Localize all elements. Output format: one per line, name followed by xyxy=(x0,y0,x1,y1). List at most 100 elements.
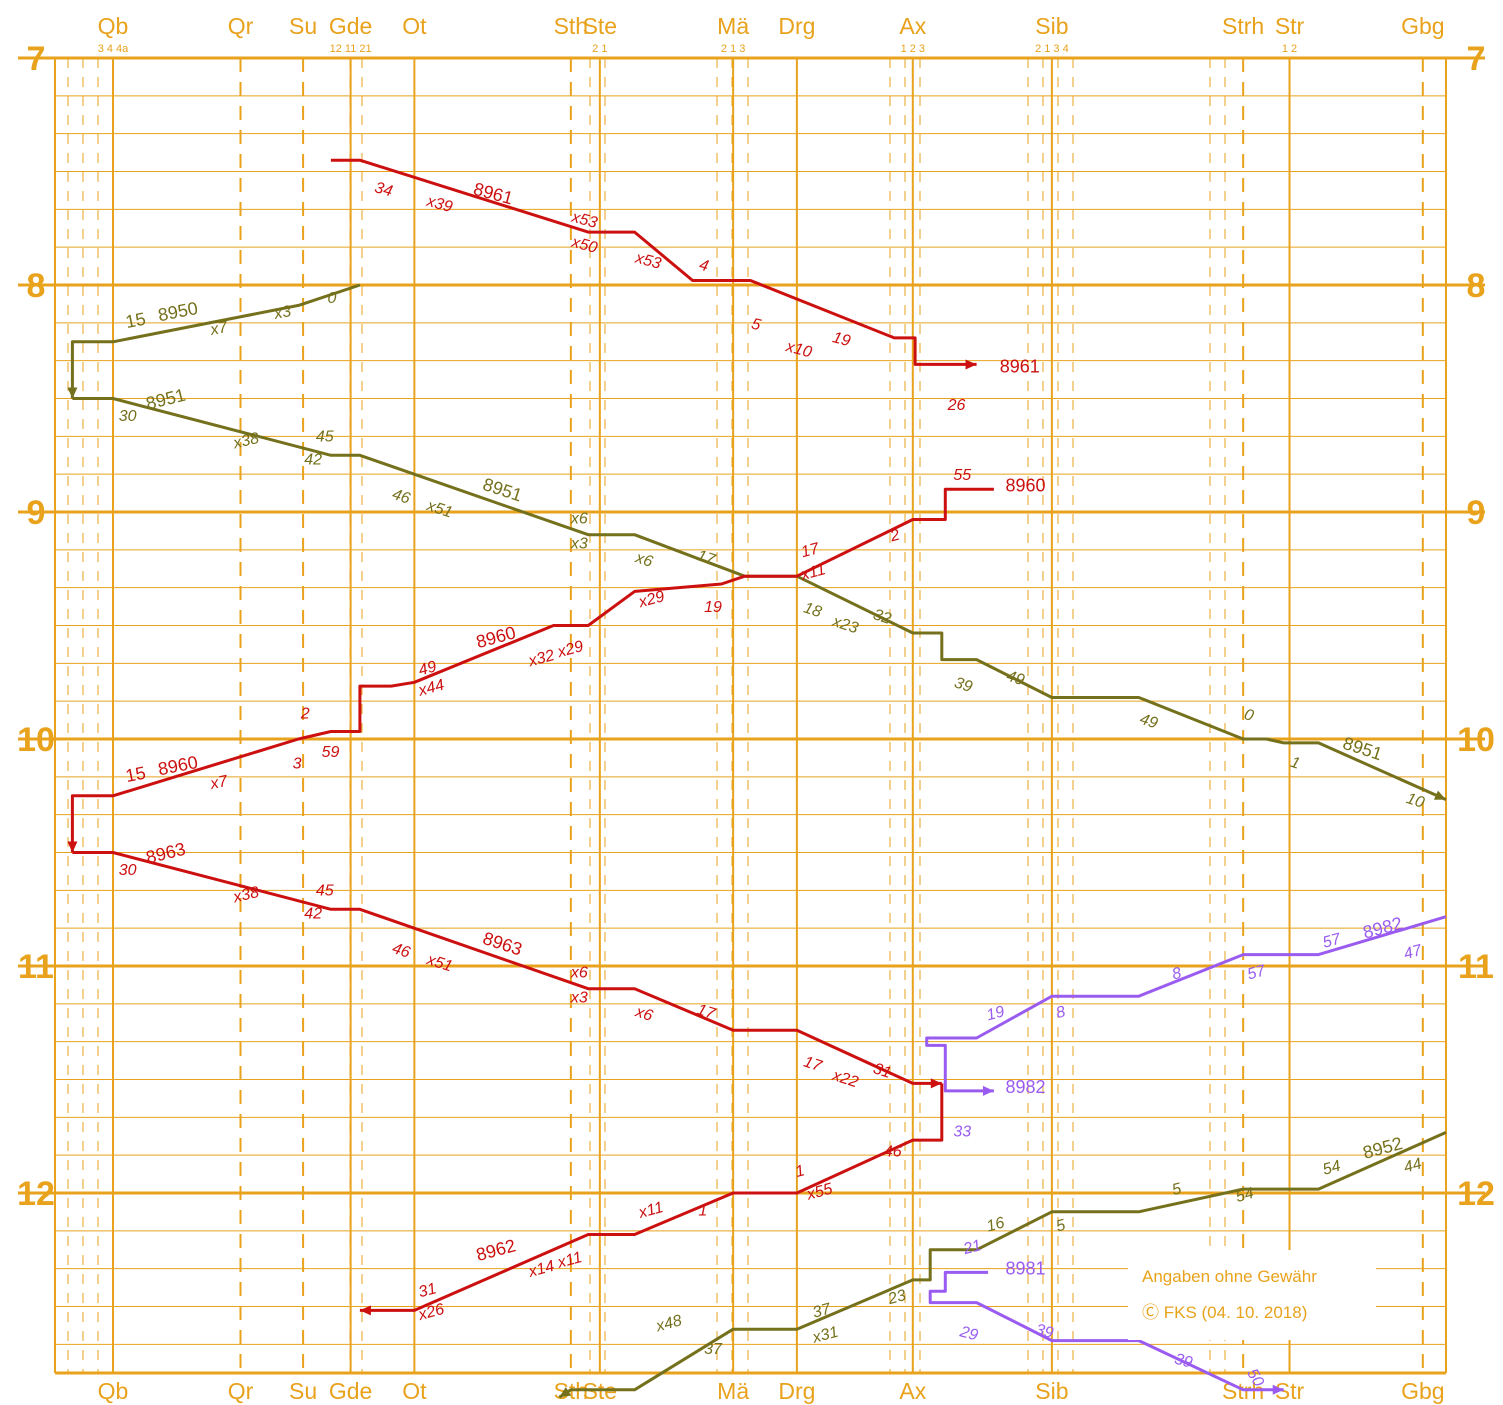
track-numbers: 2 1 3 xyxy=(721,43,745,55)
station-label-top: Gbg xyxy=(1401,13,1444,39)
time-label: x29 xyxy=(636,588,666,611)
time-label: 19 xyxy=(985,1003,1007,1024)
train-number-label: 15 xyxy=(124,309,147,332)
time-label: x29 xyxy=(555,638,585,661)
hour-label-right: 8 xyxy=(1467,267,1486,305)
station-label-bottom: Ot xyxy=(402,1378,427,1404)
station-label-top: Strh xyxy=(1222,13,1264,39)
train-arrow-8961 xyxy=(965,359,977,370)
time-label: x26 xyxy=(416,1301,446,1324)
station-label-bottom: Gde xyxy=(329,1378,372,1404)
time-label: 17 xyxy=(801,1054,824,1076)
time-label: x3 xyxy=(272,303,293,323)
time-label: 49 xyxy=(417,658,439,679)
time-label: x6 xyxy=(632,1003,654,1025)
station-label-top: Ax xyxy=(899,13,926,39)
time-label: 31 xyxy=(417,1280,439,1301)
station-label-top: Drg xyxy=(778,13,815,39)
time-label: 5 xyxy=(1054,1217,1067,1236)
time-label: 42 xyxy=(304,451,322,468)
station-label-bottom: Drg xyxy=(778,1378,815,1404)
time-label: x14 xyxy=(526,1258,556,1281)
time-label: x32 xyxy=(526,647,556,670)
station-label-top: Sib xyxy=(1035,13,1068,39)
time-label: 17 xyxy=(695,1001,718,1023)
time-label: 16 xyxy=(985,1214,1007,1235)
time-label: 37 xyxy=(704,1341,723,1358)
hour-label-left: 9 xyxy=(27,494,46,532)
time-label: 2 xyxy=(888,527,902,546)
train-path-8950 xyxy=(70,283,361,399)
time-label: 54 xyxy=(1234,1185,1256,1206)
train-path-8952 xyxy=(558,1131,1447,1399)
time-label: x11 xyxy=(798,561,827,584)
grid xyxy=(18,56,1485,1375)
time-label: 46 xyxy=(884,1144,902,1161)
time-label: 57 xyxy=(1321,930,1344,951)
track-numbers: 3 4 4a xyxy=(98,43,129,55)
train-arrow-8963 xyxy=(930,1078,942,1089)
time-label: 31 xyxy=(871,1060,893,1082)
train-path-8960 xyxy=(70,487,994,853)
train-path-8951 xyxy=(72,397,1447,801)
hour-label-right: 7 xyxy=(1467,40,1486,78)
station-label-top: Qr xyxy=(228,13,254,39)
time-label: 39 xyxy=(1033,1321,1055,1342)
track-numbers: 1 2 xyxy=(1282,43,1297,55)
time-label: 2 xyxy=(300,706,310,723)
time-label: 55 xyxy=(953,467,971,484)
station-label-top: Qb xyxy=(98,13,129,39)
station-label-top: Gde xyxy=(329,13,372,39)
time-label: 19 xyxy=(704,599,722,616)
disclaimer-text: Angaben ohne Gewähr xyxy=(1142,1267,1317,1286)
time-label: 10 xyxy=(1404,790,1426,812)
disclaimer-box: Angaben ohne Gewähr Ⓒ FKS (04. 10. 2018) xyxy=(1128,1250,1376,1340)
time-label: x38 xyxy=(231,884,261,907)
hour-label-right: 12 xyxy=(1457,1175,1495,1213)
time-label: x39 xyxy=(424,193,454,216)
station-label-top: Sth xyxy=(554,13,589,39)
time-label: 8 xyxy=(1170,965,1183,984)
track-numbers: 2 1 3 4 xyxy=(1035,43,1069,55)
time-label: 44 xyxy=(1402,1155,1424,1176)
train-path-8981 xyxy=(928,1270,1284,1392)
train-arrow-8952 xyxy=(559,1387,572,1398)
time-label: 46 xyxy=(390,486,412,508)
time-label: 39 xyxy=(952,674,974,696)
time-label: x3 xyxy=(570,535,588,552)
train-path-8962 xyxy=(359,1083,944,1312)
time-label: 4 xyxy=(697,257,710,276)
time-label: 50 xyxy=(1243,1366,1267,1390)
time-label: 49 xyxy=(1004,668,1026,690)
time-label: 23 xyxy=(885,1287,908,1308)
time-label: x6 xyxy=(570,964,588,981)
station-label-bottom: Ax xyxy=(899,1378,926,1404)
time-label: 1 xyxy=(794,1162,807,1181)
time-label: 29 xyxy=(957,1323,980,1344)
train-path-8982 xyxy=(925,915,1447,1093)
copyright-text: Ⓒ FKS (04. 10. 2018) xyxy=(1142,1303,1307,1322)
train-arrow-8960 xyxy=(67,841,78,853)
station-label-bottom: Mä xyxy=(717,1378,749,1404)
time-label: 26 xyxy=(947,397,966,414)
time-label: x6 xyxy=(632,549,654,571)
station-label-bottom: Su xyxy=(289,1378,317,1404)
train-arrow-8950 xyxy=(67,387,78,399)
station-label-bottom: Qr xyxy=(228,1378,254,1404)
hour-label-right: 11 xyxy=(1458,948,1494,986)
time-label: x10 xyxy=(783,338,813,361)
time-label: 57 xyxy=(1246,962,1269,983)
time-label: x3 xyxy=(570,989,588,1006)
train-number-label: 8960 xyxy=(1006,476,1046,496)
hour-label-left: 12 xyxy=(17,1175,55,1213)
time-label: 49 xyxy=(1138,711,1160,733)
station-label-top: Ste xyxy=(583,13,618,39)
time-label: x31 xyxy=(810,1324,840,1347)
time-label: x7 xyxy=(208,319,230,339)
time-label: 33 xyxy=(953,1123,971,1140)
time-label: x55 xyxy=(804,1181,834,1204)
